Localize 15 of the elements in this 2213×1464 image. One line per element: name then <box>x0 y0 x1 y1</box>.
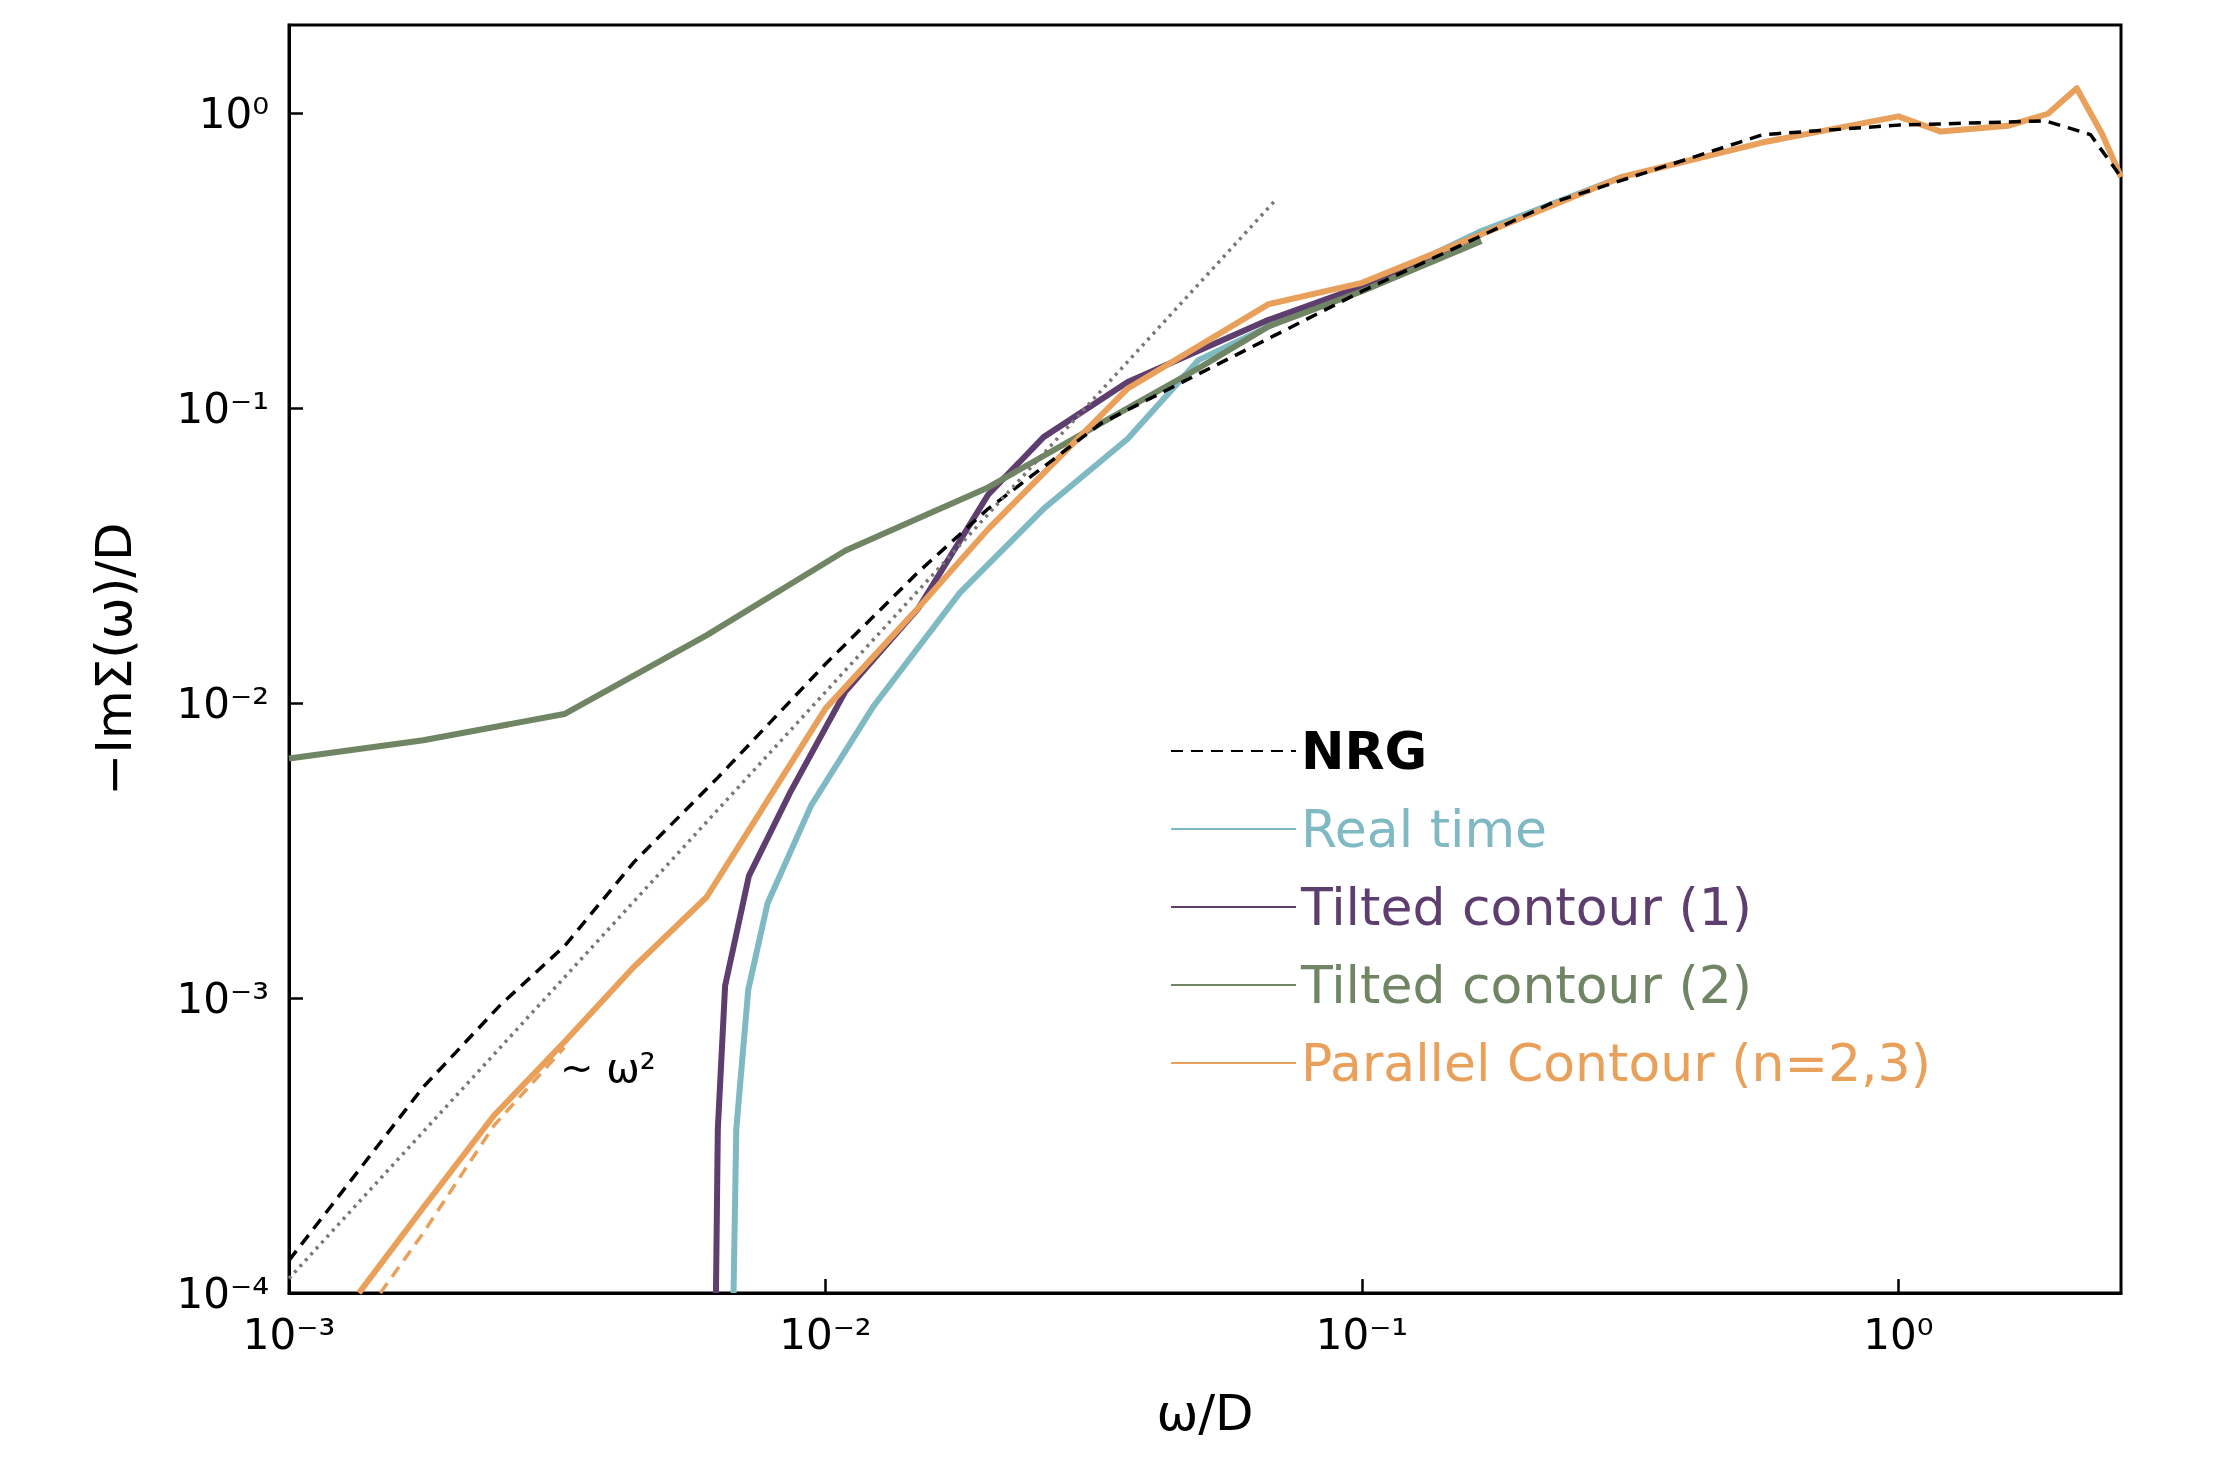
legend-label: Tilted contour (1) <box>1300 877 1753 937</box>
legend-label: Tilted contour (2) <box>1300 955 1753 1015</box>
legend-label: Real time <box>1301 799 1548 859</box>
y-tick-label: 10⁰ <box>198 89 269 139</box>
legend-label: NRG <box>1301 721 1428 781</box>
y-tick-label: 10⁻³ <box>176 973 269 1023</box>
y-axis-title: −ImΣ(ω)/D <box>85 522 143 796</box>
y-tick-label: 10⁻¹ <box>176 384 269 434</box>
annotation: ~ ω² <box>560 1045 656 1091</box>
y-tick-label: 10⁻² <box>176 678 269 728</box>
x-tick-label: 10⁰ <box>1863 1309 1934 1359</box>
x-axis-title: ω/D <box>1156 1384 1254 1442</box>
x-tick-label: 10⁻² <box>779 1309 872 1359</box>
x-tick-label: 10⁻¹ <box>1315 1309 1409 1359</box>
legend-label: Parallel Contour (n=2,3) <box>1301 1033 1931 1093</box>
